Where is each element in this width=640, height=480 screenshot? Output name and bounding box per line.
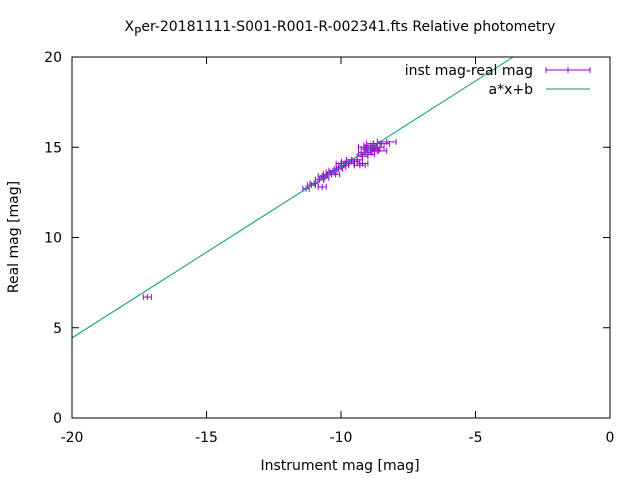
data-point xyxy=(328,167,338,174)
data-point xyxy=(320,174,330,181)
y-tick-label: 20 xyxy=(44,50,62,66)
data-point xyxy=(142,294,152,301)
data-point xyxy=(356,160,369,167)
chart-title-sub: P xyxy=(134,25,141,39)
x-tick-label: -20 xyxy=(61,430,84,446)
data-point xyxy=(370,147,388,154)
y-tick-label: 5 xyxy=(53,321,62,337)
y-tick-label: 10 xyxy=(44,231,62,247)
y-axis-label: Real mag [mag] xyxy=(6,181,22,293)
data-point xyxy=(360,151,376,158)
chart-title: XPer-20181111-S001-R001-R-002341.fts Rel… xyxy=(125,19,556,39)
data-point xyxy=(317,183,327,190)
x-tick-label: -15 xyxy=(195,430,218,446)
legend: inst mag-real mag a*x+b xyxy=(405,63,591,98)
chart-title-main: X xyxy=(125,19,135,35)
y-tick-label: 15 xyxy=(44,140,62,156)
x-axis-label: Instrument mag [mag] xyxy=(260,458,419,474)
x-tick-label: -10 xyxy=(330,430,353,446)
plot-area: -20 -15 -10 -5 0 0 5 10 15 20 xyxy=(44,50,614,446)
data-marks xyxy=(72,57,514,339)
fit-line xyxy=(72,57,514,339)
chart-title-rest: er-20181111-S001-R001-R-002341.fts Relat… xyxy=(141,19,555,35)
x-tick-label: 0 xyxy=(606,430,615,446)
legend-label: a*x+b xyxy=(489,82,534,98)
plot-border xyxy=(71,56,611,419)
legend-label: inst mag-real mag xyxy=(405,63,533,79)
y-tick-label: 0 xyxy=(53,411,62,427)
x-tick-label: -5 xyxy=(469,430,483,446)
